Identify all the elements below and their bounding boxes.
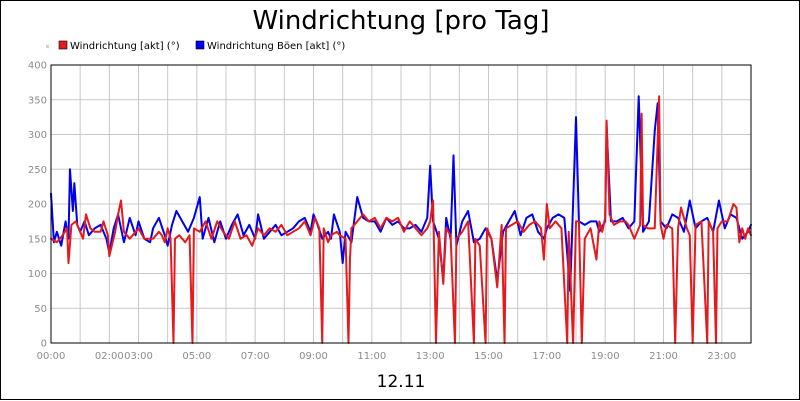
y-tick-label: 200 — [28, 200, 47, 211]
x-tick-label: 02:00 — [95, 351, 124, 362]
y-tick-label: 100 — [28, 269, 47, 280]
series-lines — [50, 95, 752, 344]
legend: Windrichtung [akt] (°) Windrichtung Böen… — [46, 40, 345, 52]
x-tick-label: 23:00 — [707, 351, 736, 362]
x-tick-label: 03:00 — [124, 351, 153, 362]
y-tick-label: 350 — [28, 95, 47, 106]
x-tick-label: 19:00 — [591, 351, 620, 362]
legend-label-windrichtung: Windrichtung [akt] (°) — [70, 41, 180, 52]
x-tick-label: 07:00 — [241, 351, 270, 362]
y-tick-label: 0 — [41, 339, 47, 350]
chart-title: Windrichtung [pro Tag] — [252, 6, 549, 36]
y-tick-label: 250 — [28, 165, 47, 176]
x-tick-label: 05:00 — [182, 351, 211, 362]
x-tick-label: 13:00 — [416, 351, 445, 362]
x-tick-label: 09:00 — [299, 351, 328, 362]
y-tick-label: 300 — [28, 130, 47, 141]
x-tick-label: 15:00 — [474, 351, 503, 362]
legend-label-boeen: Windrichtung Böen [akt] (°) — [207, 41, 345, 52]
y-tick-label: 50 — [34, 304, 47, 315]
x-tick-label: 11:00 — [357, 351, 386, 362]
plot-border — [50, 64, 752, 344]
y-axis-ticks: 0 50 100 150 200 250 300 350 400 — [28, 61, 47, 350]
legend-swatch-windrichtung — [58, 40, 68, 50]
x-axis-label: 12.11 — [377, 372, 426, 392]
x-tick-label: 00:00 — [37, 351, 66, 362]
grid — [51, 65, 751, 343]
x-tick-label: 17:00 — [532, 351, 561, 362]
legend-marker — [46, 45, 49, 48]
y-tick-label: 400 — [28, 61, 47, 72]
series-line-windrichtung — [50, 95, 752, 344]
y-tick-label: 150 — [28, 234, 47, 245]
legend-swatch-boeen — [195, 40, 205, 50]
x-tick-label: 21:00 — [649, 351, 678, 362]
x-axis-ticks: 00:00 02:00 03:00 05:00 07:00 09:00 11:00 13:00… — [37, 351, 737, 362]
